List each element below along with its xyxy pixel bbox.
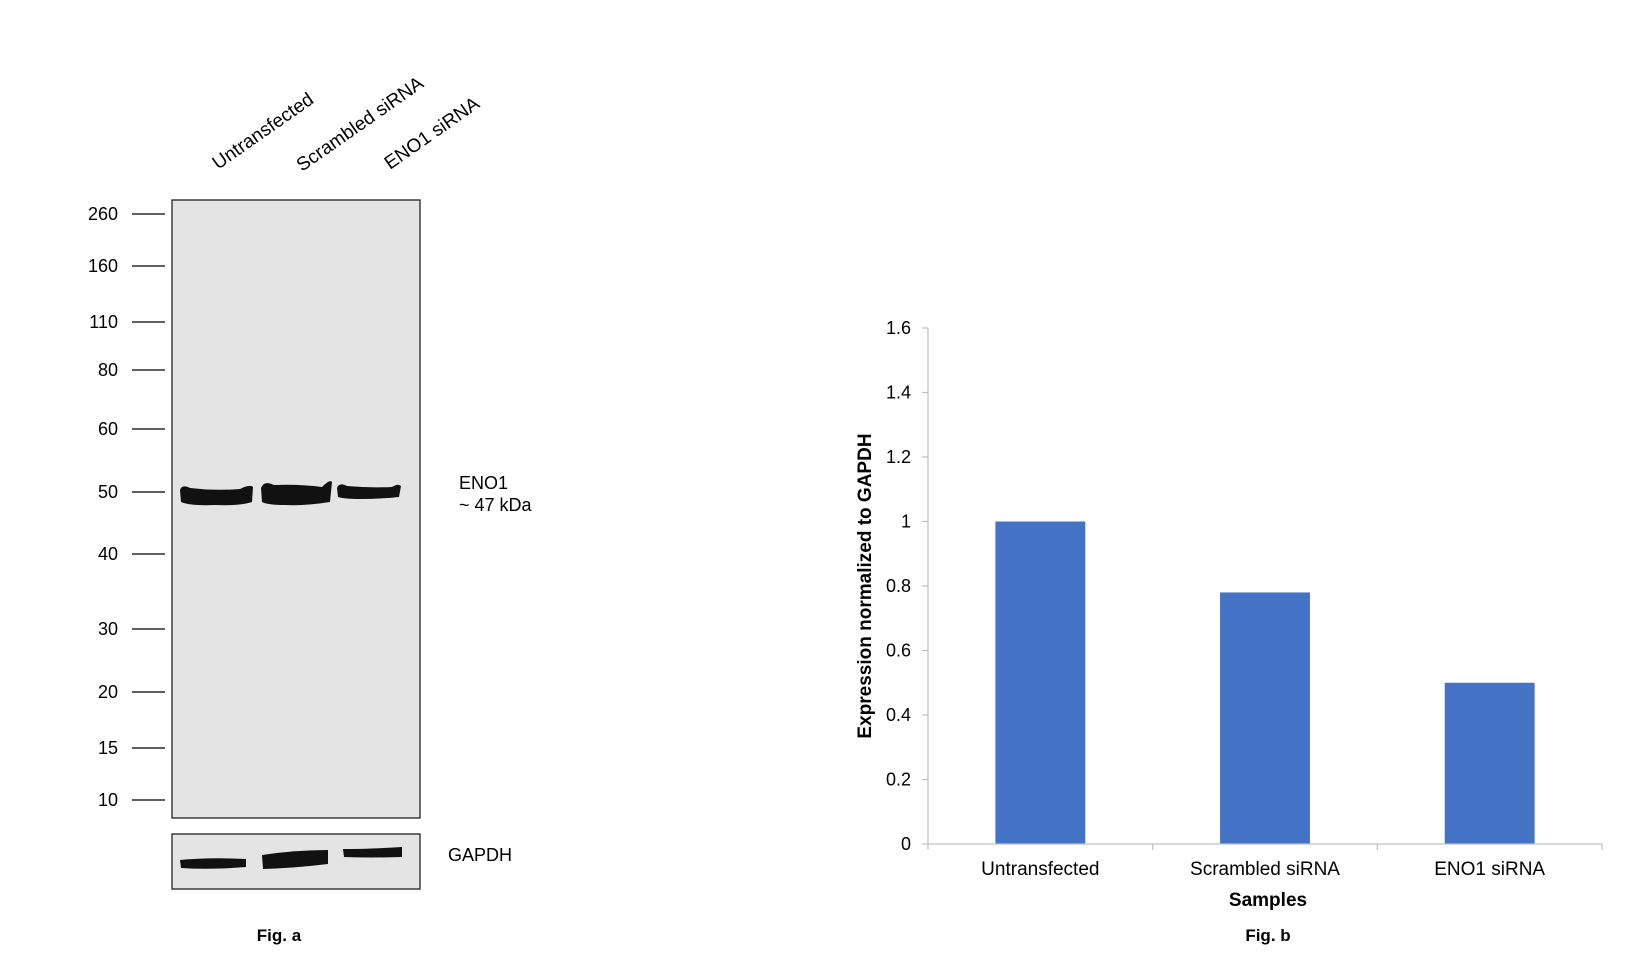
- marker-label: 30: [98, 619, 118, 639]
- blot-main-panel: [171, 199, 421, 819]
- x-axis-title: Samples: [1229, 890, 1307, 911]
- gapdh-label: GAPDH: [448, 845, 512, 865]
- eno1-band-lane-2: [261, 481, 332, 506]
- marker-label: 15: [98, 738, 118, 758]
- eno1-band-lane-3: [337, 484, 401, 499]
- eno1-label: ENO1: [459, 473, 508, 493]
- bar-chart-figure: 0 0.2 0.4 0.6 0.8 1 1.2 1.4 1.6 Untransfected Scr…: [855, 318, 1603, 945]
- x-category-label: Untransfected: [981, 859, 1099, 880]
- y-tick-label: 1.6: [886, 318, 911, 338]
- y-tick-label: 0: [901, 834, 911, 854]
- western-blot-figure: Untransfected Scrambled siRNA ENO1 siRNA…: [88, 73, 533, 945]
- bar-untransfected: [995, 521, 1086, 844]
- marker-label: 20: [98, 682, 118, 702]
- eno1-kda-label: ~ 47 kDa: [459, 495, 533, 515]
- y-tick-label: 0.8: [886, 576, 911, 596]
- y-tick-label: 0.2: [886, 770, 911, 790]
- eno1-band-group: [180, 481, 401, 506]
- y-tick-label: 1.4: [886, 383, 911, 403]
- bar-eno1-sirna: [1444, 682, 1535, 844]
- bar-series: [995, 521, 1535, 844]
- y-tick-label: 0.4: [886, 705, 911, 725]
- x-axis: Untransfected Scrambled siRNA ENO1 siRNA: [927, 843, 1603, 880]
- figure-b-caption: Fig. b: [1245, 926, 1290, 945]
- marker-label: 50: [98, 482, 118, 502]
- marker-label: 160: [88, 256, 118, 276]
- y-axis-title: Expression normalized to GAPDH: [855, 433, 876, 738]
- marker-label: 260: [88, 204, 118, 224]
- gapdh-band-lane-2: [262, 850, 328, 869]
- y-axis: 0 0.2 0.4 0.6 0.8 1 1.2 1.4 1.6: [886, 318, 929, 854]
- marker-label: 110: [89, 312, 118, 332]
- marker-label: 10: [98, 790, 118, 810]
- marker-label: 40: [98, 544, 118, 564]
- gapdh-band-lane-1: [180, 858, 246, 869]
- eno1-band-lane-1: [180, 485, 253, 506]
- y-tick-label: 0.6: [886, 641, 911, 661]
- bar-scrambled-sirna: [1220, 592, 1310, 844]
- y-tick-label: 1: [901, 512, 911, 532]
- marker-ladder: 260 160 110 80 60 50 40 30 20 15 10: [88, 204, 165, 810]
- x-category-label: Scrambled siRNA: [1190, 859, 1340, 880]
- y-tick-label: 1.2: [886, 447, 911, 467]
- x-category-label: ENO1 siRNA: [1434, 859, 1545, 880]
- figure-a-caption: Fig. a: [257, 926, 302, 945]
- marker-label: 60: [98, 419, 118, 439]
- gapdh-band-lane-3: [343, 847, 402, 858]
- marker-label: 80: [98, 360, 118, 380]
- gapdh-band-group: [180, 847, 402, 869]
